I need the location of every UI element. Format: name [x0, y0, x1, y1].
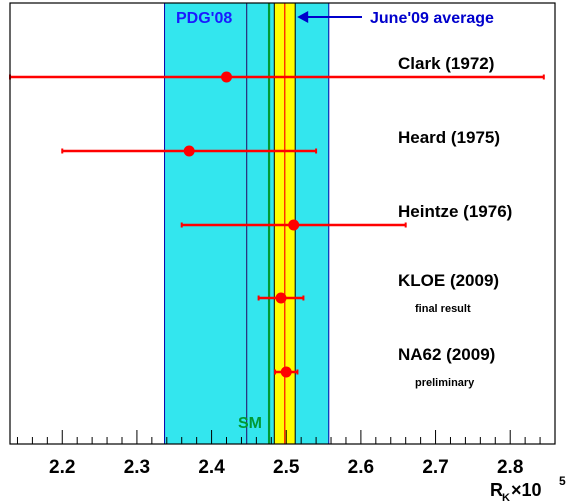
measurements-layer [9, 71, 545, 378]
x-axis-label-sub: K [502, 492, 510, 504]
measurement-note-3: final result [415, 303, 471, 315]
measurement-note-4: preliminary [415, 377, 475, 389]
tick-label-6: 2.8 [497, 457, 523, 478]
pdg-label: PDG'08 [176, 10, 232, 27]
data-point-1 [183, 145, 195, 157]
average-arrow-head [297, 11, 309, 23]
bands-layer [164, 2, 330, 445]
tick-label-2: 2.4 [198, 457, 225, 478]
measurement-label-3: KLOE (2009) [398, 271, 499, 290]
sm-label: SM [238, 415, 262, 432]
frame-layer [9, 2, 556, 445]
x-axis-label: R [490, 480, 503, 500]
x-axis-label-times: ×10 [511, 480, 542, 500]
measurement-label-0: Clark (1972) [398, 54, 494, 73]
measurement-label-2: Heintze (1976) [398, 202, 512, 221]
average-label: June'09 average [370, 10, 494, 27]
measurement-label-1: Heard (1975) [398, 128, 500, 147]
x-axis-label-sup: 5 [559, 474, 566, 488]
tick-label-0: 2.2 [49, 457, 75, 478]
tick-label-5: 2.7 [422, 457, 448, 478]
measurement-label-4: NA62 (2009) [398, 345, 495, 364]
data-point-0 [221, 71, 233, 83]
plot-frame [9, 2, 556, 445]
tick-label-4: 2.6 [348, 457, 374, 478]
data-point-3 [275, 292, 287, 304]
data-point-2 [288, 219, 300, 231]
x-axis: 2.2 2.3 2.4 2.5 2.6 2.7 2.8R K ×10 5 [16, 430, 566, 504]
tick-label-3: 2.5 [273, 457, 300, 478]
tick-label-1: 2.3 [124, 457, 150, 478]
data-point-4 [280, 366, 292, 378]
labels-layer: Clark (1972) Heard (1975) Heintze (1976) KL… [176, 10, 512, 432]
